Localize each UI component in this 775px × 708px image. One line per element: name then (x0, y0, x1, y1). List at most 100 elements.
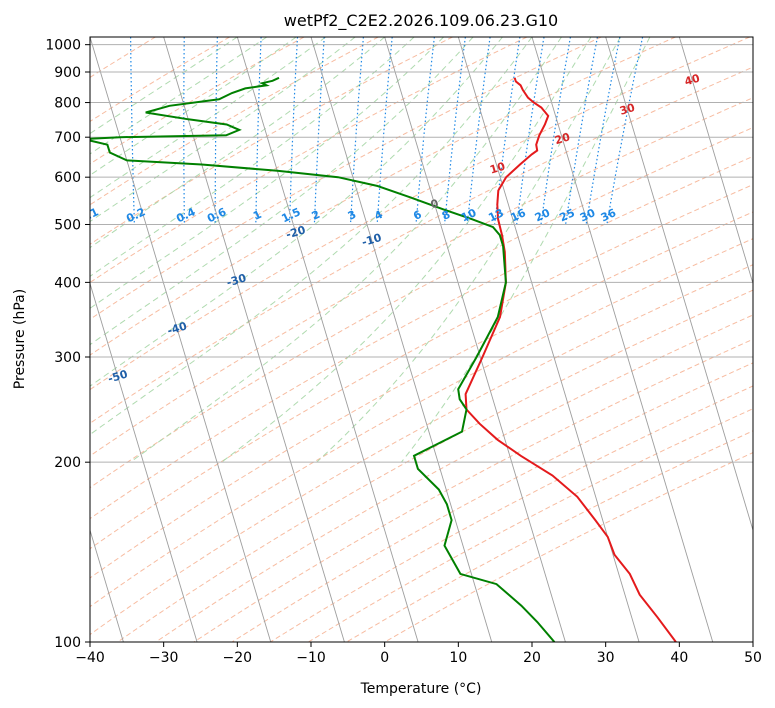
mixing-ratio-line (444, 37, 466, 225)
isotherm-label: -70 (0, 463, 11, 481)
moist-adiabat (90, 37, 533, 436)
mixing-ratio-labels: 0.1 0.2 0.4 0.6 1 1.5 2 3 4 6 8 10 13 16 20 25 30 36 (77, 205, 619, 225)
chart-title: wetPf2_C2E2.2026.109.06.23.G10 (284, 11, 558, 31)
isotherm-line (531, 37, 714, 642)
y-tick-label: 400 (54, 275, 81, 291)
grid-lines (90, 37, 753, 642)
dry-adiabat (155, 314, 753, 642)
mixing-ratio-label: 0.1 (77, 205, 100, 225)
y-tick-label: 800 (54, 96, 81, 112)
isotherm-line (90, 37, 272, 642)
x-tick-label: −20 (223, 650, 253, 666)
mixing-ratio-line (214, 37, 218, 225)
dry-adiabat (90, 37, 750, 391)
mixing-ratio-label: 25 (557, 206, 576, 224)
mixing-ratio-label: 4 (372, 208, 385, 223)
isotherm-label: -30 (225, 271, 248, 289)
x-tick-label: 50 (744, 650, 762, 666)
dry-adiabat (346, 430, 753, 642)
isotherm-label: -40 (166, 319, 189, 337)
isotherm-label: 20 (553, 130, 572, 147)
mixing-ratio-line (130, 37, 135, 225)
dry-adiabat (308, 408, 753, 642)
isotherm-label: -60 (47, 415, 70, 433)
dry-adiabat (90, 264, 753, 636)
dry-adiabat (90, 37, 305, 165)
mixing-ratio-label: 36 (599, 206, 619, 224)
isotherm-line (752, 37, 753, 39)
isotherm-line (384, 37, 566, 642)
x-tick-label: 30 (597, 650, 615, 666)
dry-adiabat (90, 238, 753, 608)
moist-adiabat (316, 37, 621, 463)
temperature-line (464, 77, 677, 642)
x-tick-label: −30 (149, 650, 179, 666)
dry-adiabat (193, 338, 753, 642)
dry-adiabat (384, 452, 753, 642)
isotherm-label: 10 (488, 160, 507, 177)
dry-adiabat (90, 37, 379, 206)
isotherm-label: -50 (106, 367, 129, 385)
isotherm-line (605, 37, 753, 532)
mixing-ratio-label: 10 (459, 206, 479, 224)
dewpoint-line (90, 76, 556, 642)
mixing-ratio-line (255, 37, 262, 225)
isotherm-line (163, 37, 345, 642)
x-tick-label: 40 (670, 650, 688, 666)
dry-adiabat (90, 37, 230, 123)
moist-adiabat (221, 37, 592, 463)
isotherm-label: -10 (360, 231, 383, 249)
dry-adiabat (90, 37, 453, 245)
dry-adiabat (90, 37, 676, 356)
moist-adiabat (90, 37, 415, 277)
x-tick-label: −40 (75, 650, 105, 666)
mixing-ratio-line (585, 37, 621, 225)
plot-frame (89, 36, 754, 643)
mixing-ratio-label: 16 (509, 206, 529, 224)
isotherm-label: 0 (429, 197, 440, 212)
mixing-ratio-label: 0.2 (124, 205, 147, 225)
isotherm-line (90, 528, 124, 642)
y-tick-label: 600 (54, 170, 81, 186)
y-tick-label: 500 (54, 217, 81, 233)
mixing-ratio-line (606, 37, 644, 225)
isotherm-line (310, 37, 493, 642)
dry-adiabat (117, 289, 753, 642)
isotherm-line (90, 282, 198, 642)
y-tick-label: 100 (54, 635, 81, 651)
profiles (90, 76, 677, 642)
x-tick-label: 10 (449, 650, 467, 666)
mixing-ratio-line (183, 37, 185, 225)
x-tick-label: 0 (380, 650, 389, 666)
mixing-ratio-line (313, 37, 325, 225)
x-axis-label: Temperature (°C) (360, 681, 482, 697)
x-tick-label: 20 (523, 650, 541, 666)
mixing-ratio-label: 1 (251, 208, 263, 223)
moist-adiabat (130, 37, 562, 463)
moist-adiabat (90, 37, 444, 309)
y-tick-label: 900 (54, 65, 81, 81)
dry-adiabat (90, 37, 602, 320)
y-tick-label: 1000 (45, 38, 81, 54)
moist-adiabat (90, 37, 474, 346)
dry-adiabat (90, 97, 753, 457)
mixing-ratio-line (565, 37, 598, 225)
isotherm-line (678, 37, 753, 286)
y-axis: 100 200 300 400 500 600 700 800 900 1000 (45, 38, 90, 651)
x-axis: −40 −30 −20 −10 0 10 20 30 40 50 (75, 642, 762, 666)
dry-adiabat (90, 37, 528, 284)
y-tick-label: 700 (54, 130, 81, 146)
dry-adiabat (90, 155, 753, 520)
mixing-ratio-line (349, 37, 364, 225)
isotherm-label: 40 (683, 71, 702, 88)
isotherm-label: 30 (618, 101, 637, 118)
y-axis-label: Pressure (hPa) (12, 289, 28, 389)
isotherm-label: -20 (284, 223, 307, 241)
moist-adiabat (90, 37, 326, 199)
mixing-ratio-label: 13 (486, 206, 505, 224)
dry-adiabat (270, 385, 753, 642)
dry-adiabat (90, 126, 753, 489)
mixing-ratio-label: 3 (346, 208, 358, 223)
